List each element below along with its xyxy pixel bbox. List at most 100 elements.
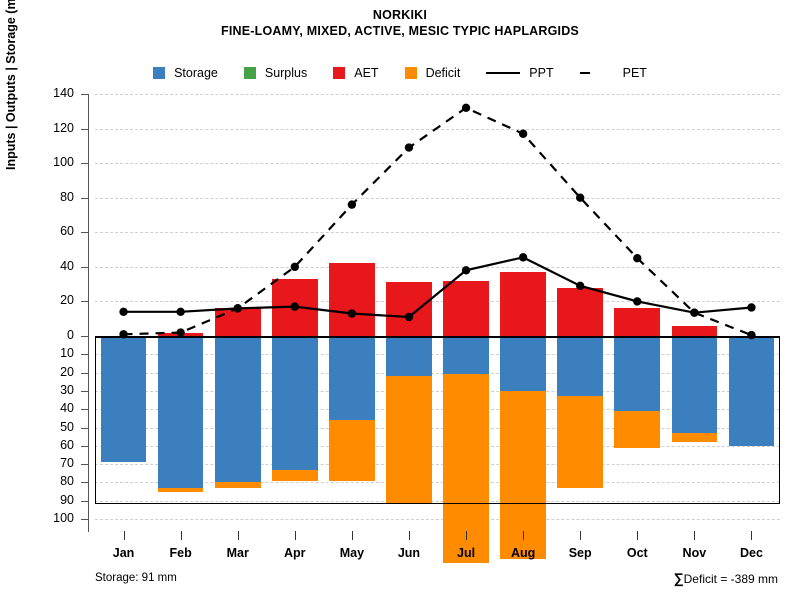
bar-deficit-sep[interactable] [557, 396, 604, 488]
grid-line [95, 94, 780, 95]
y-tick-label-upper: 120 [53, 120, 74, 135]
x-tick-mark [637, 531, 639, 540]
grid-line [95, 409, 780, 411]
bar-aet-jul[interactable] [443, 280, 489, 336]
legend-swatch-aet-icon [333, 67, 346, 79]
pet-point-jul[interactable] [461, 103, 471, 113]
pet-point-aug[interactable] [518, 129, 528, 138]
x-tick-mark [351, 531, 353, 540]
chart-title-block: NORKIKI FINE-LOAMY, MIXED, ACTIVE, MESIC… [0, 8, 800, 39]
grid-line [95, 482, 780, 484]
bar-aet-jun[interactable] [386, 282, 432, 336]
grid-line [95, 464, 780, 466]
ppt-point-nov[interactable] [690, 308, 699, 317]
bar-aet-may[interactable] [329, 263, 375, 336]
grid-line [95, 519, 780, 520]
bar-storage-jul[interactable] [443, 336, 489, 375]
x-axis-label-aug: Aug [510, 546, 536, 560]
bar-storage-jan[interactable] [100, 336, 147, 463]
x-axis-label-jul: Jul [457, 546, 476, 560]
x-axis-label-apr: Apr [284, 546, 306, 560]
bar-aet-sep[interactable] [557, 287, 604, 336]
y-tick-mark [81, 372, 88, 374]
x-axis-label-jun: Jun [397, 546, 421, 560]
total-deficit-text: Deficit = -389 mm [683, 572, 778, 586]
grid-line [95, 354, 780, 356]
y-tick-mark [81, 232, 88, 234]
bar-aet-mar[interactable] [214, 308, 261, 336]
bar-deficit-apr[interactable] [271, 469, 318, 481]
y-axis-label: Inputs | Outputs | Storage (mm) [4, 0, 18, 170]
ppt-point-dec[interactable] [747, 303, 756, 312]
y-tick-mark [81, 163, 88, 165]
bar-storage-sep[interactable] [557, 336, 604, 397]
y-tick-label-upper: 140 [53, 86, 74, 100]
bar-deficit-may[interactable] [329, 420, 375, 481]
sigma-icon: ∑ [673, 570, 684, 586]
pet-point-may[interactable] [347, 200, 357, 209]
legend-swatch-surplus-icon [243, 67, 256, 79]
ppt-point-feb[interactable] [176, 307, 185, 316]
legend-item-deficit[interactable]: Deficit [404, 66, 460, 80]
legend-label: AET [354, 66, 379, 80]
grid-line [95, 197, 780, 199]
bar-aet-apr[interactable] [271, 278, 318, 336]
bar-deficit-oct[interactable] [614, 411, 661, 448]
legend-item-aet[interactable]: AET [333, 66, 379, 80]
y-tick-mark [81, 197, 88, 199]
bar-storage-dec[interactable] [728, 336, 775, 446]
legend-label: PET [622, 66, 647, 80]
bar-aet-aug[interactable] [500, 272, 546, 336]
bar-aet-nov[interactable] [671, 326, 718, 336]
grid-line [95, 372, 780, 374]
bar-deficit-feb[interactable] [157, 487, 204, 492]
y-tick-mark [81, 519, 88, 520]
bar-storage-may[interactable] [329, 336, 375, 421]
bar-storage-apr[interactable] [271, 336, 318, 470]
legend-label: Storage [174, 66, 218, 80]
x-axis-label-oct: Oct [626, 546, 648, 560]
pet-point-jun[interactable] [404, 143, 414, 152]
x-axis-label-mar: Mar [226, 546, 249, 560]
bar-storage-mar[interactable] [214, 336, 261, 483]
x-tick-mark [123, 531, 125, 540]
grid-line [95, 427, 780, 429]
x-tick-mark [751, 531, 753, 540]
bar-deficit-nov[interactable] [671, 432, 718, 443]
y-tick-label-lower: 40 [60, 401, 74, 416]
y-tick-label-upper: 40 [60, 258, 74, 273]
legend-item-ppt[interactable]: PPT [486, 66, 554, 80]
y-tick-label-lower: 50 [60, 419, 74, 434]
page-title: NORKIKI [372, 8, 428, 22]
zero-axis-line [95, 336, 780, 338]
chart-legend: Storage Surplus AET Deficit PPT PET [0, 66, 800, 80]
x-tick-mark [408, 531, 410, 540]
pet-point-nov[interactable] [690, 308, 699, 317]
pet-point-oct[interactable] [633, 254, 642, 263]
x-axis-label-sep: Sep [568, 546, 592, 560]
y-tick-mark [81, 128, 88, 130]
bar-aet-oct[interactable] [614, 308, 661, 336]
legend-solid-line-icon [486, 67, 521, 79]
bar-storage-feb[interactable] [157, 336, 204, 488]
bar-storage-jun[interactable] [386, 336, 432, 377]
x-tick-mark [580, 531, 582, 540]
legend-item-surplus[interactable]: Surplus [243, 66, 307, 80]
y-tick-label-lower: 100 [53, 511, 74, 525]
legend-item-pet[interactable]: PET [579, 66, 647, 80]
bar-storage-oct[interactable] [614, 336, 661, 412]
ppt-point-aug[interactable] [518, 253, 528, 262]
bar-deficit-mar[interactable] [214, 482, 261, 488]
y-tick-mark [81, 482, 88, 484]
legend-swatch-storage-icon [153, 67, 166, 79]
bar-storage-aug[interactable] [500, 336, 546, 391]
legend-item-storage[interactable]: Storage [153, 66, 218, 80]
y-tick-mark [81, 409, 88, 411]
y-tick-label-lower: 90 [60, 492, 74, 507]
bar-deficit-aug[interactable] [500, 390, 546, 560]
x-axis-label-jan: Jan [112, 546, 135, 560]
ppt-point-jan[interactable] [119, 307, 128, 316]
bar-storage-nov[interactable] [671, 336, 718, 433]
bar-deficit-jun[interactable] [386, 376, 432, 503]
y-tick-mark [81, 427, 88, 429]
